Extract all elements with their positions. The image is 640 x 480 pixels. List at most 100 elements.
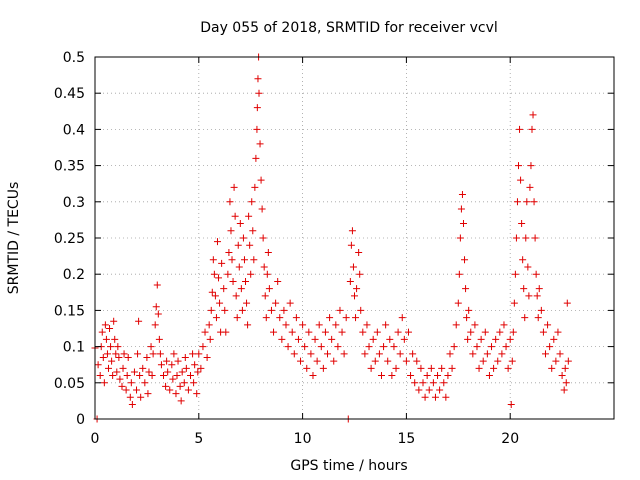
data-point — [518, 220, 526, 228]
data-point — [311, 335, 319, 343]
data-point — [461, 256, 469, 264]
data-point — [263, 270, 271, 278]
data-point — [431, 393, 439, 401]
data-point — [563, 299, 571, 307]
data-point — [469, 350, 477, 358]
data-point — [282, 321, 290, 329]
data-point — [324, 350, 332, 358]
data-point — [369, 335, 377, 343]
data-point — [528, 125, 536, 133]
data-point — [342, 314, 350, 322]
data-point — [537, 306, 545, 314]
data-point — [126, 393, 134, 401]
data-point — [264, 248, 272, 256]
data-point — [347, 241, 355, 249]
data-point — [509, 328, 517, 336]
data-point — [211, 292, 219, 300]
data-point — [481, 328, 489, 336]
data-point — [238, 306, 246, 314]
data-point — [546, 343, 554, 351]
data-point — [313, 357, 321, 365]
data-point — [511, 270, 519, 278]
data-point — [554, 328, 562, 336]
data-point — [512, 234, 520, 242]
data-point — [216, 299, 224, 307]
data-point — [251, 183, 259, 191]
data-point — [106, 325, 114, 332]
data-point — [434, 372, 442, 380]
data-point — [127, 379, 135, 387]
data-point — [101, 321, 109, 329]
data-point — [392, 364, 400, 372]
data-point — [261, 292, 269, 300]
data-point — [199, 343, 207, 351]
data-point — [507, 401, 515, 409]
data-point — [157, 361, 165, 369]
y-tick-label: 0.45 — [54, 86, 85, 102]
data-point — [409, 350, 417, 358]
data-point — [221, 306, 229, 314]
data-point — [99, 353, 107, 361]
data-point — [438, 364, 446, 372]
data-point — [274, 277, 282, 285]
data-point — [190, 379, 198, 387]
data-point — [203, 353, 211, 361]
data-point — [128, 401, 136, 409]
data-point — [479, 357, 487, 365]
data-point — [459, 220, 467, 228]
y-tick-label: 0.5 — [63, 50, 85, 66]
data-point — [498, 350, 506, 358]
data-point — [176, 382, 184, 390]
y-tick-label: 0.35 — [54, 159, 85, 175]
data-point — [212, 314, 220, 322]
data-point — [506, 335, 514, 343]
data-point — [154, 310, 162, 318]
data-point — [215, 274, 223, 282]
data-point — [194, 368, 202, 376]
data-point — [166, 386, 174, 394]
y-tick-label: 0.1 — [63, 340, 85, 356]
data-point — [243, 299, 251, 307]
data-point — [230, 183, 238, 191]
data-point — [338, 328, 346, 336]
chart-title: Day 055 of 2018, SRMTID for receiver vcv… — [200, 20, 498, 36]
data-point — [334, 343, 342, 351]
data-point — [110, 317, 118, 325]
data-point — [133, 386, 141, 394]
data-point — [231, 212, 239, 220]
data-point — [249, 227, 257, 235]
data-point — [417, 364, 425, 372]
data-point — [539, 328, 547, 336]
data-point — [351, 292, 358, 300]
y-tick-label: 0.2 — [63, 267, 85, 283]
x-axis-title: GPS time / hours — [290, 458, 407, 474]
data-point — [440, 379, 448, 387]
data-point — [533, 292, 541, 300]
data-point — [500, 321, 508, 329]
data-point — [220, 285, 228, 293]
data-point — [222, 328, 230, 336]
data-point — [425, 386, 433, 394]
data-point — [134, 350, 142, 358]
data-point — [520, 285, 528, 293]
data-point — [516, 125, 524, 133]
data-point — [526, 183, 534, 191]
data-point — [541, 350, 549, 358]
data-point — [530, 198, 538, 206]
data-point — [118, 382, 126, 390]
data-point — [178, 368, 186, 376]
data-point — [151, 321, 159, 329]
data-point — [560, 386, 568, 394]
data-point — [332, 321, 340, 329]
data-point — [510, 299, 518, 307]
x-tick-label: 20 — [501, 431, 519, 447]
data-point — [388, 372, 396, 380]
data-point — [112, 350, 120, 358]
data-point — [218, 259, 226, 267]
data-point — [225, 248, 233, 256]
data-point — [233, 314, 241, 322]
data-point — [173, 372, 181, 380]
data-point — [270, 328, 278, 336]
data-point — [191, 361, 199, 369]
